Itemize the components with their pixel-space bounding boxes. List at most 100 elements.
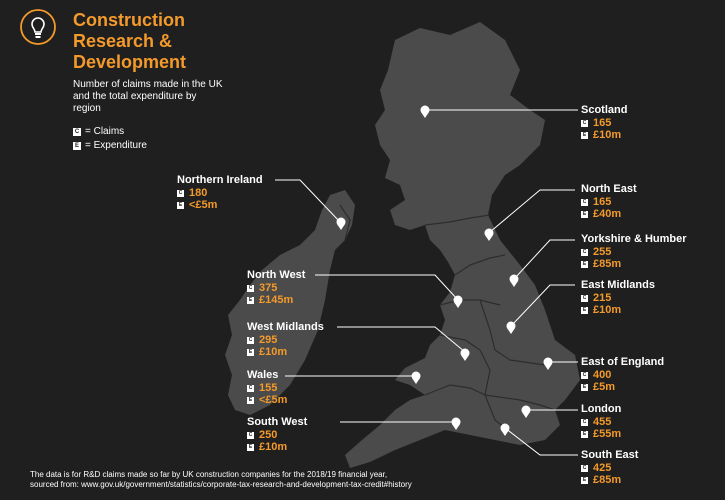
claims-value: 165 bbox=[593, 117, 612, 129]
leader-west-midlands bbox=[337, 326, 466, 353]
region-name: Yorkshire & Humber bbox=[581, 233, 687, 245]
region-expenditure: E £10m bbox=[581, 304, 655, 316]
claims-value: 375 bbox=[259, 282, 278, 294]
region-northern-ireland: Northern Ireland C 180 E <£5m bbox=[177, 174, 263, 211]
region-claims: C 375 bbox=[247, 282, 305, 294]
expenditure-key-icon: E bbox=[247, 296, 254, 304]
claims-value: 165 bbox=[593, 196, 612, 208]
region-claims: C 180 bbox=[177, 187, 263, 199]
region-expenditure: E <£5m bbox=[177, 199, 263, 211]
expenditure-value: £10m bbox=[259, 346, 288, 358]
expenditure-value: <£5m bbox=[259, 394, 288, 406]
region-claims: C 255 bbox=[581, 246, 687, 258]
region-name: North West bbox=[247, 269, 306, 281]
title-line-1: Construction bbox=[73, 10, 185, 30]
region-expenditure: E £85m bbox=[581, 258, 687, 270]
claims-key-icon: C bbox=[247, 284, 254, 292]
region-expenditure: E £5m bbox=[581, 381, 664, 393]
map-pin-icon bbox=[411, 371, 421, 384]
claims-key-icon: C bbox=[581, 371, 588, 379]
region-claims: C 295 bbox=[247, 334, 324, 346]
region-claims: C 215 bbox=[581, 292, 655, 304]
map-pin-icon bbox=[500, 423, 510, 436]
region-name: South East bbox=[581, 449, 639, 461]
expenditure-key-icon: E bbox=[177, 201, 184, 209]
expenditure-key-icon: E bbox=[581, 476, 588, 484]
region-name: East Midlands bbox=[581, 279, 655, 291]
footnote-source-link[interactable]: sourced from: www.gov.uk/government/stat… bbox=[30, 480, 412, 489]
claims-value: 215 bbox=[593, 292, 612, 304]
region-name: Wales bbox=[247, 369, 279, 381]
claims-value: 425 bbox=[593, 462, 612, 474]
legend-claims-label: = Claims bbox=[85, 126, 125, 137]
expenditure-value: £10m bbox=[593, 129, 622, 141]
expenditure-key-icon: E bbox=[581, 210, 588, 218]
lightbulb-icon bbox=[20, 9, 56, 45]
footnote: The data is for R&D claims made so far b… bbox=[30, 470, 710, 490]
region-claims: C 165 bbox=[581, 117, 627, 129]
expenditure-value: £5m bbox=[593, 381, 616, 393]
region-borders bbox=[339, 204, 556, 441]
region-south-east: South East C 425 E £85m bbox=[581, 449, 638, 486]
region-claims: C 165 bbox=[581, 196, 637, 208]
claims-key-icon: C bbox=[581, 464, 588, 472]
region-east-of-england: East of England C 400 E £5m bbox=[581, 356, 664, 393]
expenditure-key-icon: E bbox=[581, 383, 588, 391]
claims-value: 455 bbox=[593, 416, 612, 428]
region-claims: C 400 bbox=[581, 369, 664, 381]
map-pin-icon bbox=[506, 321, 516, 334]
claims-value: 155 bbox=[259, 382, 278, 394]
claims-value: 295 bbox=[259, 334, 278, 346]
map-pin-icon bbox=[509, 274, 519, 287]
expenditure-value: £40m bbox=[593, 208, 622, 220]
expenditure-value: £55m bbox=[593, 428, 622, 440]
region-west-midlands: West Midlands C 295 E £10m bbox=[247, 321, 324, 358]
region-yorkshire-humber: Yorkshire & Humber C 255 E £85m bbox=[581, 233, 687, 270]
expenditure-value: £145m bbox=[259, 294, 294, 306]
expenditure-key-icon: E bbox=[247, 443, 254, 451]
expenditure-key-icon: E bbox=[247, 396, 254, 404]
region-name: West Midlands bbox=[247, 321, 324, 333]
region-expenditure: E £85m bbox=[581, 474, 638, 486]
leader-north-west bbox=[315, 274, 459, 301]
legend-expenditure: E = Expenditure bbox=[73, 139, 147, 153]
region-expenditure: E £10m bbox=[247, 441, 307, 453]
title-line-3: Development bbox=[73, 52, 187, 72]
legend-expenditure-label: = Expenditure bbox=[85, 140, 147, 151]
expenditure-key-icon: E bbox=[581, 260, 588, 268]
expenditure-key-icon: E bbox=[581, 131, 588, 139]
claims-key-icon: C bbox=[581, 294, 588, 302]
expenditure-value: £85m bbox=[593, 258, 622, 270]
expenditure-value: £10m bbox=[593, 304, 622, 316]
map-pin-icon bbox=[336, 217, 346, 230]
region-expenditure: E £40m bbox=[581, 208, 637, 220]
claims-key-icon: C bbox=[177, 189, 184, 197]
region-name: Northern Ireland bbox=[177, 174, 263, 186]
region-london: London C 455 E £55m bbox=[581, 403, 621, 440]
expenditure-key-icon: E bbox=[73, 142, 81, 150]
map-pin-icon bbox=[420, 105, 430, 118]
region-expenditure: E £10m bbox=[581, 129, 627, 141]
claims-value: 250 bbox=[259, 429, 278, 441]
region-name: Scotland bbox=[581, 104, 628, 116]
map-pin-icon bbox=[484, 228, 494, 241]
claims-key-icon: C bbox=[247, 336, 254, 344]
map-pin-icon bbox=[451, 417, 461, 430]
expenditure-key-icon: E bbox=[247, 348, 254, 356]
region-expenditure: E £55m bbox=[581, 428, 621, 440]
region-south-west: South West C 250 E £10m bbox=[247, 416, 307, 453]
region-name: London bbox=[581, 403, 622, 415]
region-north-east: North East C 165 E £40m bbox=[581, 183, 637, 220]
leader-yorkshire bbox=[514, 239, 575, 279]
footnote-line-1: The data is for R&D claims made so far b… bbox=[30, 470, 388, 479]
expenditure-value: £10m bbox=[259, 441, 288, 453]
map-pin-icon bbox=[521, 405, 531, 418]
claims-key-icon: C bbox=[581, 248, 588, 256]
map-pin-icon bbox=[460, 348, 470, 361]
region-claims: C 155 bbox=[247, 382, 287, 394]
region-expenditure: E £145m bbox=[247, 294, 305, 306]
claims-value: 255 bbox=[593, 246, 612, 258]
page-title: Construction Research & Development bbox=[73, 10, 273, 73]
